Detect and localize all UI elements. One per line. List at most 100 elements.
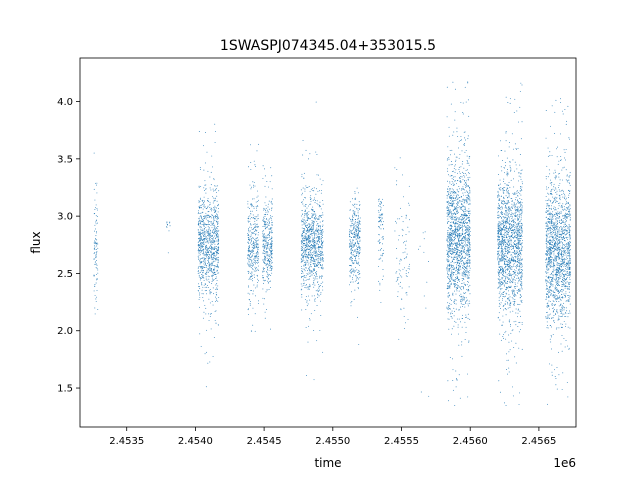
data-point	[214, 197, 216, 199]
data-point	[452, 203, 454, 205]
data-point	[450, 248, 452, 250]
data-point	[208, 276, 210, 278]
data-point	[271, 221, 273, 223]
data-point	[93, 152, 95, 154]
data-point	[304, 236, 306, 238]
data-point	[313, 269, 314, 271]
data-point	[455, 194, 457, 196]
data-point	[314, 233, 316, 235]
data-point	[320, 214, 322, 216]
data-point	[381, 218, 383, 220]
data-point	[256, 216, 257, 218]
data-point	[521, 247, 523, 249]
data-point	[454, 236, 456, 238]
data-point	[306, 256, 308, 258]
data-point	[311, 187, 313, 189]
data-point	[461, 188, 463, 190]
data-point	[305, 257, 307, 259]
data-point	[247, 292, 249, 294]
data-point	[461, 203, 463, 204]
data-point	[359, 223, 361, 225]
data-point	[451, 242, 452, 244]
data-point	[507, 239, 509, 241]
data-point	[199, 263, 201, 265]
data-point	[464, 199, 466, 201]
data-point	[199, 223, 201, 225]
data-point	[402, 252, 404, 254]
data-point	[454, 257, 456, 259]
data-point	[309, 191, 311, 193]
data-point	[460, 251, 462, 253]
data-point	[467, 217, 468, 219]
data-point	[312, 225, 313, 227]
data-point	[502, 239, 504, 241]
data-point	[307, 286, 309, 288]
data-point	[357, 216, 359, 218]
data-point	[454, 165, 456, 167]
data-point	[404, 241, 406, 242]
data-point	[463, 278, 464, 280]
data-point	[451, 243, 453, 245]
data-point	[461, 240, 463, 242]
data-point	[356, 269, 358, 271]
data-point	[449, 281, 451, 283]
data-point	[207, 229, 209, 231]
data-point	[204, 190, 205, 191]
data-point	[169, 221, 171, 223]
data-point	[208, 268, 210, 270]
data-point	[201, 266, 203, 268]
data-point	[449, 255, 451, 257]
data-point	[312, 215, 314, 217]
data-point	[252, 265, 254, 267]
data-point	[456, 318, 458, 320]
data-point	[267, 267, 269, 269]
data-point	[214, 220, 216, 222]
data-point	[456, 245, 458, 247]
data-point	[383, 221, 384, 223]
data-point	[458, 279, 460, 281]
data-point	[469, 239, 470, 240]
data-point	[250, 210, 252, 212]
data-point	[309, 254, 311, 256]
data-point	[267, 213, 269, 215]
data-point	[513, 224, 515, 226]
data-point	[356, 263, 358, 265]
data-point	[446, 268, 448, 270]
data-point	[401, 228, 403, 230]
data-point	[447, 232, 449, 234]
data-point	[304, 234, 306, 236]
data-point	[312, 283, 314, 285]
data-point	[359, 228, 361, 230]
data-point	[315, 230, 317, 232]
data-point	[459, 177, 461, 178]
data-point	[464, 266, 466, 268]
data-point	[203, 222, 205, 224]
data-point	[201, 246, 203, 248]
data-point	[357, 226, 358, 228]
data-point	[516, 264, 518, 266]
data-point	[463, 235, 465, 237]
data-point	[405, 270, 407, 272]
data-point	[319, 190, 320, 192]
data-point	[450, 184, 452, 185]
data-point	[349, 217, 350, 219]
data-point	[357, 210, 359, 212]
data-point	[268, 255, 270, 257]
data-point	[449, 188, 451, 190]
data-point	[462, 260, 463, 262]
data-point	[447, 215, 449, 217]
data-point	[381, 255, 383, 257]
data-point	[301, 210, 303, 212]
data-point	[463, 210, 464, 212]
data-point	[452, 245, 453, 247]
data-point	[97, 272, 99, 274]
data-point	[309, 229, 311, 231]
data-point	[349, 258, 351, 260]
data-point	[251, 206, 253, 208]
data-point	[446, 116, 448, 118]
data-point	[251, 264, 253, 266]
data-point	[214, 260, 216, 262]
data-point	[465, 263, 467, 265]
data-point	[204, 232, 206, 234]
data-point	[468, 217, 470, 218]
